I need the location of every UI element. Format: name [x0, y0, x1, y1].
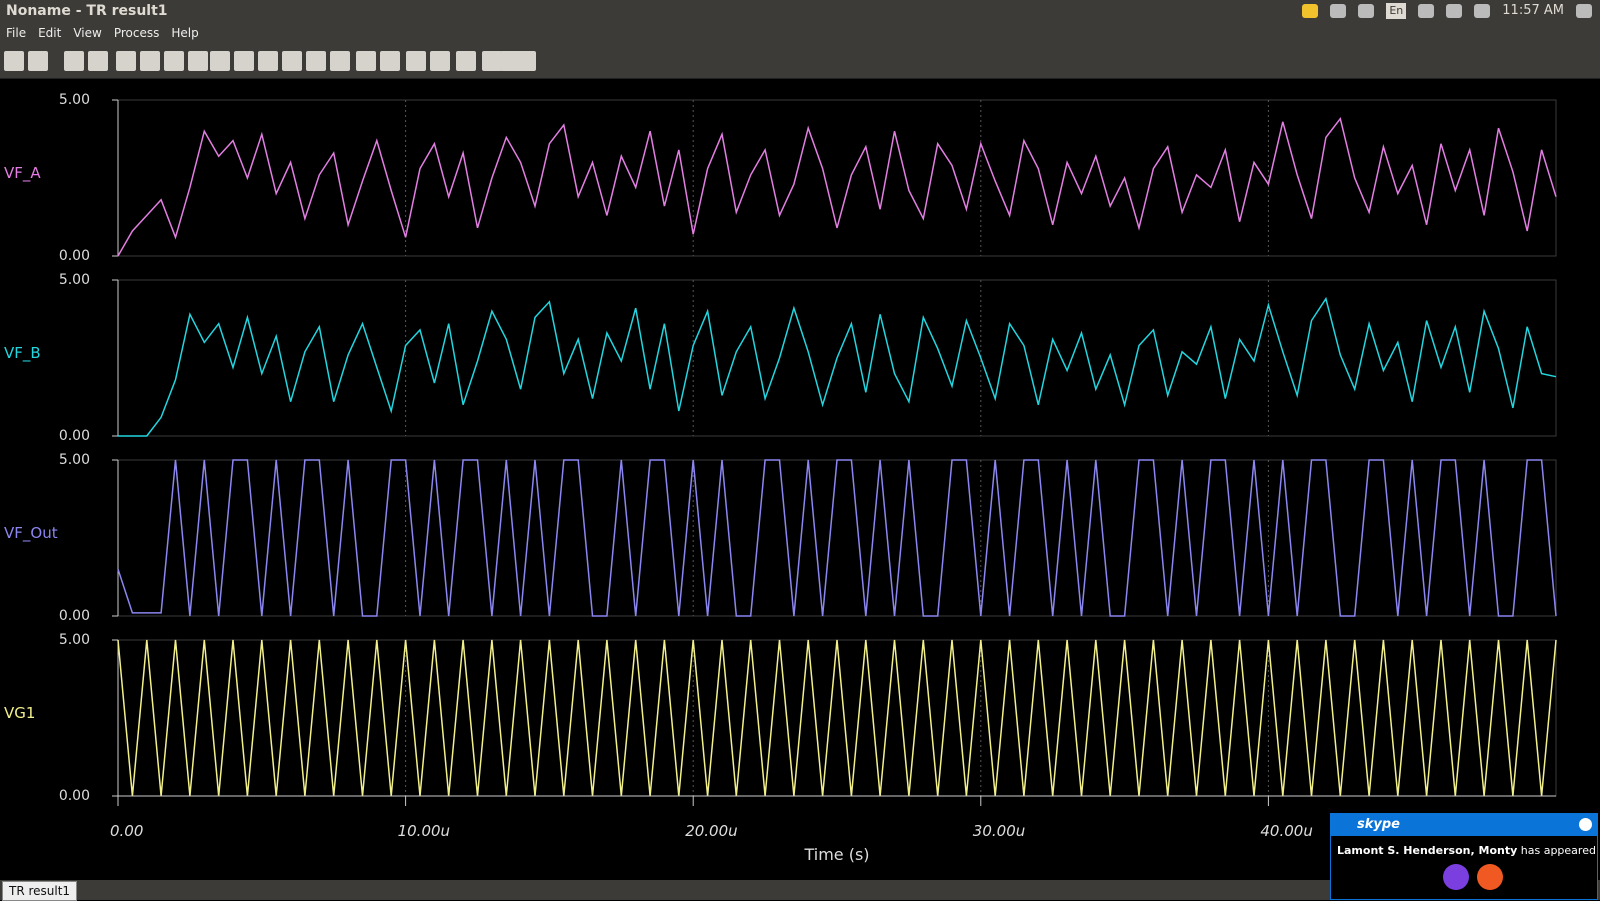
toolbar-button[interactable] [500, 51, 520, 71]
y-tick-label: 0.00 [59, 788, 90, 804]
call-button[interactable] [1443, 864, 1469, 890]
toolbar-button[interactable] [482, 51, 502, 71]
notification-app: skype [1331, 814, 1597, 836]
x-axis-label: Time (s) [803, 845, 869, 864]
close-button[interactable] [1579, 818, 1592, 831]
toolbar-button[interactable] [210, 51, 230, 71]
menu-bar: File Edit View Process Help [0, 22, 1600, 44]
y-tick-label: 5.00 [59, 272, 90, 288]
toolbar-button[interactable] [306, 51, 326, 71]
toolbar-button[interactable] [356, 51, 376, 71]
toolbar-button[interactable] [380, 51, 400, 71]
y-tick-label: 5.00 [59, 632, 90, 648]
toolbar-button[interactable] [116, 51, 136, 71]
y-tick-label: 5.00 [59, 452, 90, 468]
waveform [118, 296, 1557, 437]
tray-icon[interactable] [1330, 4, 1347, 18]
series-label: VF_A [4, 164, 41, 183]
toolbar-button[interactable] [64, 51, 84, 71]
toolbar-button[interactable] [234, 51, 254, 71]
chat-button[interactable] [1477, 864, 1503, 890]
mail-icon[interactable] [1418, 4, 1435, 18]
tab[interactable]: TR result1 [2, 881, 78, 901]
x-tick-label: 10.00u [398, 822, 450, 840]
toolbar-button[interactable] [28, 51, 48, 71]
toolbar-button[interactable] [406, 51, 426, 71]
toolbar-button[interactable] [516, 51, 536, 71]
y-tick-label: 5.00 [59, 92, 90, 108]
toolbar-button[interactable] [456, 51, 476, 71]
message: has appeared online [1520, 844, 1600, 857]
menu-item[interactable]: Process [113, 26, 160, 40]
plot-frame [117, 639, 1557, 797]
toolbar-button[interactable] [258, 51, 278, 71]
settings-icon[interactable] [1576, 4, 1592, 18]
waveform [117, 639, 1557, 797]
window-title: Noname - TR result1 [6, 3, 168, 19]
notification-text: Lamont S. Henderson, Monty has appeared … [1331, 836, 1600, 865]
clock[interactable]: 11:57 AM [1502, 3, 1564, 18]
contact-name: Lamont S. Henderson, Monty [1337, 844, 1518, 857]
toolbar-button[interactable] [330, 51, 350, 71]
toolbar-button[interactable] [188, 51, 208, 71]
toolbar [0, 44, 1600, 79]
y-tick-label: 0.00 [59, 248, 90, 264]
series-label: VG1 [4, 704, 35, 722]
plot-frame [117, 99, 1557, 257]
volume-icon[interactable] [1474, 4, 1491, 18]
keyboard-layout[interactable]: En [1386, 3, 1407, 19]
toolbar-button[interactable] [88, 51, 108, 71]
series-label: VF_B [4, 344, 41, 363]
x-tick-label: 40.00u [1260, 822, 1312, 840]
x-tick-label: 30.00u [973, 822, 1025, 840]
toolbar-button[interactable] [164, 51, 184, 71]
toolbar-button[interactable] [140, 51, 160, 71]
waveform [117, 459, 1557, 617]
y-tick-label: 0.00 [59, 428, 90, 444]
title-bar: Noname - TR result1 En 11:57 AM [0, 0, 1600, 22]
y-tick-label: 0.00 [59, 608, 90, 624]
menu-item[interactable]: View [73, 26, 102, 40]
toolbar-button[interactable] [430, 51, 450, 71]
plot-frame [117, 459, 1557, 617]
menu-item[interactable]: Help [171, 26, 199, 40]
waveform [117, 117, 1557, 257]
tab-bar: TR result1 [0, 880, 1600, 901]
series-label: VF_Out [4, 524, 58, 543]
menu-item[interactable]: File [6, 26, 27, 40]
toolbar-button[interactable] [282, 51, 302, 71]
toolbar-button[interactable] [4, 51, 24, 71]
menu-item[interactable]: Edit [38, 26, 62, 40]
wifi-icon[interactable] [1358, 4, 1375, 18]
waveform-plot: 0.00 5.00 VF_A 0.00 5.00 VF_B 0.00 5.00 VF_Out 0.… [4, 92, 1557, 864]
tray-icon[interactable] [1302, 4, 1319, 18]
notification: skype Lamont S. Henderson, Monty has app… [1330, 813, 1600, 900]
x-tick-label: 0.00 [110, 822, 143, 840]
system-tray: En 11:57 AM [1302, 0, 1592, 22]
battery-icon[interactable] [1446, 4, 1463, 18]
x-tick-label: 20.00u [685, 822, 737, 840]
